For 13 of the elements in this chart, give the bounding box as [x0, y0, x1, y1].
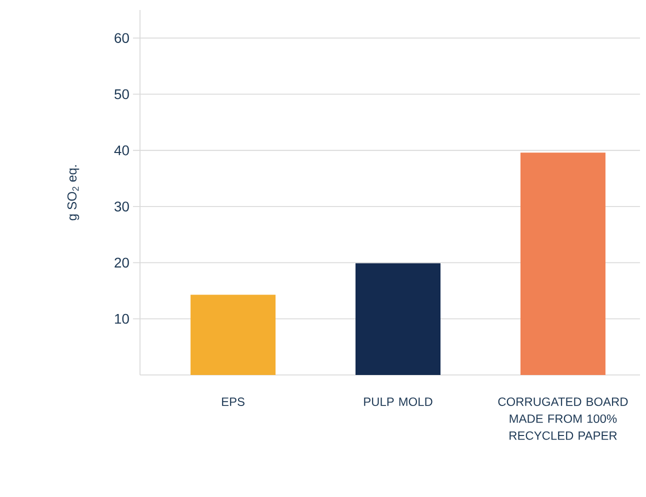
bar	[190, 294, 276, 375]
y-tick-label: 20	[114, 258, 129, 268]
y-tick-label: 30	[114, 202, 129, 212]
bar	[520, 152, 606, 375]
y-tick-label: 50	[114, 89, 129, 100]
y-tick-label: 40	[114, 145, 129, 156]
x-tick-label: EPS	[222, 398, 244, 406]
x-tick-label: CORRUGATED BOARD MADE FROM 100% RECYCLED PAPER	[498, 398, 628, 440]
y-axis-title: g SO$_{2}$ eq.	[67, 165, 80, 220]
x-tick-label: PULP MOLD	[364, 398, 432, 406]
y-tick-label: 60	[114, 33, 129, 44]
y-tick-label: 10	[115, 314, 129, 324]
bar	[356, 263, 441, 375]
